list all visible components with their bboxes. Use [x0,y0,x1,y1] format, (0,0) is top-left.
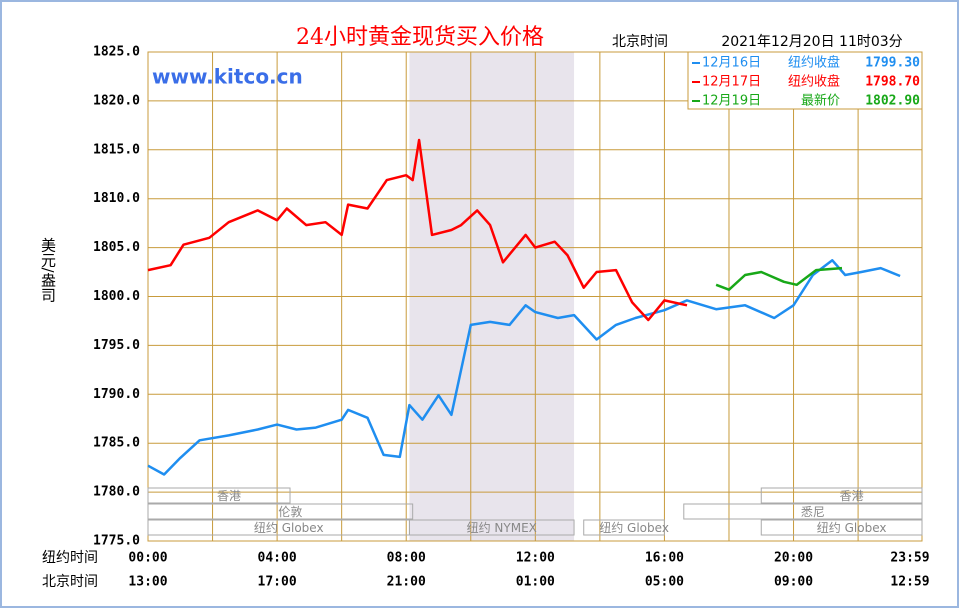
session-box [408,519,575,536]
x2-tick-label: 17:00 [258,575,297,590]
y-tick-label: 1810.0 [93,191,140,206]
legend-box [687,51,923,110]
y-tick-label: 1815.0 [93,142,140,157]
legend-text: 纽约收盘 [788,74,840,90]
session-label: 纽约 NYMEX [467,520,537,535]
y-tick-label: 1775.0 [93,534,140,549]
x2-tick-label: 01:00 [516,575,555,590]
x-tick-label: 12:00 [516,551,555,566]
x2-tick-label: 12:59 [890,575,929,590]
session-box [147,487,291,504]
x-row-label: 纽约时间 [42,550,98,566]
legend-value: 1799.30 [865,56,920,71]
session-label: 香港 [840,489,864,503]
price-line [147,259,901,476]
session-label: 纽约 Globex [817,520,887,535]
session-label: 香港 [217,489,241,503]
session-label: 悉尼 [801,505,825,519]
session-label: 纽约 Globex [599,520,669,535]
session-box [760,487,923,504]
price-line [147,138,688,322]
legend-text: 最新价 [801,93,840,109]
y-tick-label: 1800.0 [93,289,140,304]
y-tick-label: 1820.0 [93,93,140,108]
time-zone-label: 北京时间 [612,34,668,50]
y-tick-label: 1790.0 [93,387,140,402]
timestamp: 2021年12月20日 11时03分 [721,34,902,50]
x-tick-label: 00:00 [128,551,167,566]
legend-name: 12月17日 [702,75,761,90]
x2-tick-label: 09:00 [774,575,813,590]
x-tick-label: 23:59 [890,551,929,566]
x-tick-label: 16:00 [645,551,684,566]
y-tick-label: 1780.0 [93,485,140,500]
watermark: www.kitco.cn [152,65,303,89]
session-box [583,519,665,536]
y-tick-label: 1795.0 [93,338,140,353]
session-box [760,519,923,536]
y-tick-label: 1805.0 [93,240,140,255]
y-axis-label: 美元/盎司 [39,237,57,302]
x2-tick-label: 21:00 [387,575,426,590]
x2-tick-label: 05:00 [645,575,684,590]
x-tick-label: 04:00 [258,551,297,566]
y-tick-label: 1785.0 [93,436,140,451]
x-tick-label: 20:00 [774,551,813,566]
session-label: 纽约 Globex [254,520,324,535]
x-row-label: 北京时间 [42,574,98,590]
session-box [683,503,923,520]
chart-title: 24小时黄金现货买入价格 [296,25,544,50]
legend-value: 1798.70 [865,75,920,90]
legend-name: 12月19日 [702,94,761,109]
x2-tick-label: 13:00 [128,575,167,590]
legend-name: 12月16日 [702,56,761,71]
legend-text: 纽约收盘 [788,55,840,71]
y-tick-label: 1825.0 [93,45,140,60]
price-line [715,266,843,291]
session-label: 伦敦 [278,504,302,519]
session-box [147,503,414,520]
x-tick-label: 08:00 [387,551,426,566]
legend-value: 1802.90 [865,94,920,109]
